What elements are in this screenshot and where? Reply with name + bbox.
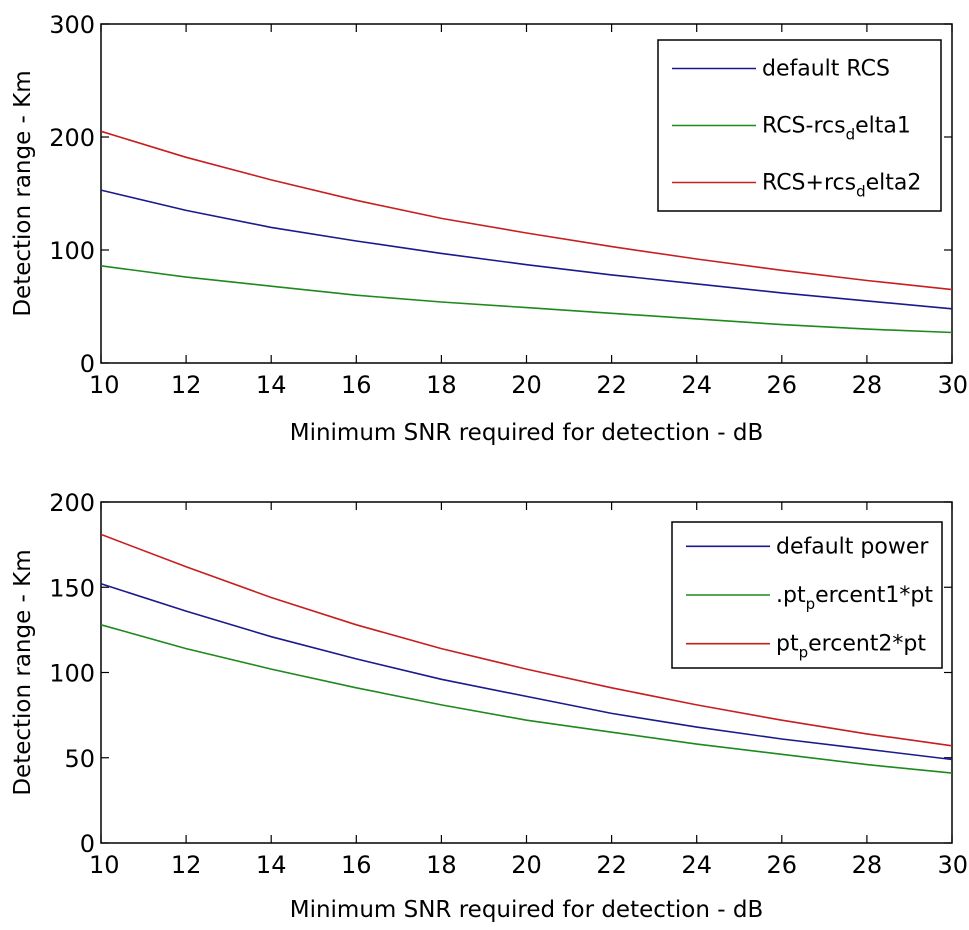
legend-label-subscript: d <box>846 126 856 144</box>
legend-label-subscript: p <box>806 595 816 613</box>
x-tick-label: 16 <box>341 371 372 399</box>
legend-label-tail: elta2 <box>866 171 922 196</box>
legend-label-tail: elta1 <box>855 114 911 139</box>
x-tick-label: 24 <box>681 851 712 879</box>
x-tick-label: 26 <box>767 851 798 879</box>
x-tick-label: 30 <box>937 371 968 399</box>
x-tick-label: 30 <box>937 851 968 879</box>
legend-label-text: default RCS <box>762 57 890 82</box>
y-tick-label: 200 <box>49 124 95 152</box>
legend-label-text: RCS-rcs <box>762 114 846 139</box>
y-tick-label: 200 <box>49 489 95 517</box>
x-tick-label: 18 <box>426 851 457 879</box>
x-tick-label: 22 <box>596 371 627 399</box>
x-axis-label: Minimum SNR required for detection - dB <box>290 420 764 446</box>
x-tick-label: 28 <box>852 371 883 399</box>
x-tick-label: 20 <box>511 851 542 879</box>
y-axis-label: Detection range - Km <box>10 70 36 316</box>
y-axis-label: Detection range - Km <box>10 549 36 795</box>
x-tick-label: 18 <box>426 371 457 399</box>
bottom-chart: 10 12 14 16 18 20 22 24 26 28 30 0 50 100 150 200 Minimu… <box>10 489 968 923</box>
legend-label-text: default power <box>776 534 929 559</box>
top-chart: 10 12 14 16 18 20 22 24 26 28 300100200300Minimum … <box>10 11 968 446</box>
legend-label-text: .pt <box>776 583 806 608</box>
x-tick-label: 28 <box>852 851 883 879</box>
y-tick-label: 0 <box>80 350 95 378</box>
y-tick-label: 300 <box>49 11 95 39</box>
legend-label-tail: ercent2*pt <box>808 632 926 657</box>
series-line-3 <box>100 130 953 291</box>
legend-label-subscript: d <box>856 183 866 201</box>
legend-label-text: pt <box>776 632 799 657</box>
legend-label-1: default RCS <box>762 57 890 82</box>
legend-label-text: RCS+rcs <box>762 171 856 196</box>
y-tick-label: 100 <box>49 237 95 265</box>
x-tick-label: 12 <box>171 371 202 399</box>
legend-label-subscript: p <box>799 644 809 662</box>
x-tick-label: 10 <box>89 371 120 399</box>
y-tick-label: 0 <box>80 830 95 858</box>
legend-label-3: RCS+rcsdelta2 <box>762 171 921 201</box>
y-tick-label: 150 <box>49 574 95 602</box>
x-tick-label: 20 <box>511 371 542 399</box>
legend-label-2: .ptpercent1*pt <box>776 583 933 613</box>
legend-label-2: RCS-rcsdelta1 <box>762 114 911 144</box>
series-line-1 <box>100 583 953 761</box>
legend-label-tail: ercent1*pt <box>815 583 933 608</box>
series-line-3 <box>100 533 953 747</box>
x-tick-label: 26 <box>767 371 798 399</box>
series-line-2 <box>100 624 953 774</box>
x-tick-label: 24 <box>681 371 712 399</box>
series-line-2 <box>100 265 953 334</box>
x-tick-label: 14 <box>256 851 287 879</box>
x-tick-label: 14 <box>256 371 287 399</box>
x-tick-label: 16 <box>341 851 372 879</box>
x-axis-label: Minimum SNR required for detection - dB <box>290 897 764 923</box>
series-line-1 <box>100 189 953 310</box>
y-tick-label: 100 <box>49 660 95 688</box>
x-tick-label: 12 <box>171 851 202 879</box>
legend-label-3: ptpercent2*pt <box>776 632 926 662</box>
legend-label-1: default power <box>776 534 929 559</box>
x-tick-label: 22 <box>596 851 627 879</box>
x-tick-label: 10 <box>89 851 120 879</box>
y-tick-label: 50 <box>64 745 95 773</box>
